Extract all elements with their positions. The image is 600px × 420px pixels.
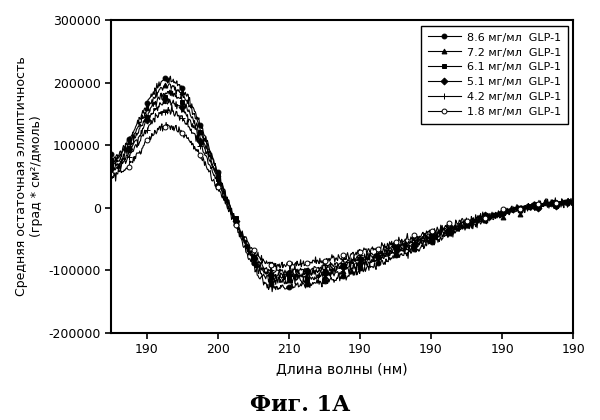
7.2 мг/мл  GLP-1 [405, 246, 412, 251]
4.2 мг/мл  GLP-1 [472, 219, 479, 224]
6.1 мг/мл  GLP-1 [436, 234, 443, 239]
4.2 мг/мл  GLP-1 [108, 171, 115, 176]
6.1 мг/мл  GLP-1 [167, 87, 175, 92]
1.8 мг/мл  GLP-1 [232, 222, 239, 227]
8.6 мг/мл  GLP-1 [269, 289, 276, 294]
8.6 мг/мл  GLP-1 [338, 273, 346, 278]
1.8 мг/мл  GLP-1 [273, 268, 280, 273]
6.1 мг/мл  GLP-1 [569, 200, 577, 205]
7.2 мг/мл  GLP-1 [472, 220, 479, 226]
4.2 мг/мл  GLP-1 [569, 200, 577, 205]
Y-axis label: Средняя остаточная эллиптичность
(град * см²/дмоль): Средняя остаточная эллиптичность (град *… [15, 56, 43, 296]
6.1 мг/мл  GLP-1 [232, 215, 239, 220]
6.1 мг/мл  GLP-1 [108, 162, 115, 167]
Line: 7.2 мг/мл  GLP-1: 7.2 мг/мл GLP-1 [109, 81, 575, 287]
1.8 мг/мл  GLP-1 [338, 256, 346, 261]
1.8 мг/мл  GLP-1 [430, 229, 437, 234]
7.2 мг/мл  GLP-1 [430, 240, 437, 245]
5.1 мг/мл  GLP-1 [338, 261, 346, 266]
5.1 мг/мл  GLP-1 [436, 229, 443, 234]
1.8 мг/мл  GLP-1 [472, 219, 479, 224]
4.2 мг/мл  GLP-1 [430, 234, 437, 239]
5.1 мг/мл  GLP-1 [569, 202, 577, 207]
7.2 мг/мл  GLP-1 [569, 201, 577, 206]
5.1 мг/мл  GLP-1 [472, 217, 479, 222]
Line: 5.1 мг/мл  GLP-1: 5.1 мг/мл GLP-1 [109, 96, 575, 281]
Line: 8.6 мг/мл  GLP-1: 8.6 мг/мл GLP-1 [109, 74, 575, 294]
X-axis label: Длина волны (нм): Длина волны (нм) [277, 362, 408, 375]
4.2 мг/мл  GLP-1 [436, 227, 443, 232]
1.8 мг/мл  GLP-1 [163, 120, 170, 125]
5.1 мг/мл  GLP-1 [405, 241, 412, 247]
8.6 мг/мл  GLP-1 [232, 221, 239, 226]
4.2 мг/мл  GLP-1 [405, 239, 412, 244]
6.1 мг/мл  GLP-1 [472, 218, 479, 223]
6.1 мг/мл  GLP-1 [430, 234, 437, 239]
1.8 мг/мл  GLP-1 [405, 237, 412, 242]
8.6 мг/мл  GLP-1 [436, 235, 443, 240]
7.2 мг/мл  GLP-1 [272, 282, 280, 287]
5.1 мг/мл  GLP-1 [232, 218, 239, 223]
6.1 мг/мл  GLP-1 [280, 278, 287, 283]
Line: 6.1 мг/мл  GLP-1: 6.1 мг/мл GLP-1 [109, 87, 575, 283]
8.6 мг/мл  GLP-1 [108, 152, 115, 157]
1.8 мг/мл  GLP-1 [569, 200, 577, 205]
4.2 мг/мл  GLP-1 [232, 214, 239, 219]
8.6 мг/мл  GLP-1 [472, 222, 479, 227]
1.8 мг/мл  GLP-1 [436, 228, 443, 234]
8.6 мг/мл  GLP-1 [405, 247, 412, 252]
5.1 мг/мл  GLP-1 [161, 96, 169, 101]
Legend: 8.6 мг/мл  GLP-1, 7.2 мг/мл  GLP-1, 6.1 мг/мл  GLP-1, 5.1 мг/мл  GLP-1, 4.2 мг/м: 8.6 мг/мл GLP-1, 7.2 мг/мл GLP-1, 6.1 мг… [421, 26, 568, 124]
4.2 мг/мл  GLP-1 [283, 272, 290, 277]
Line: 4.2 мг/мл  GLP-1: 4.2 мг/мл GLP-1 [108, 102, 577, 278]
7.2 мг/мл  GLP-1 [232, 216, 239, 221]
7.2 мг/мл  GLP-1 [436, 231, 443, 236]
5.1 мг/мл  GLP-1 [430, 234, 437, 239]
4.2 мг/мл  GLP-1 [168, 102, 175, 108]
8.6 мг/мл  GLP-1 [167, 74, 174, 79]
6.1 мг/мл  GLP-1 [405, 246, 412, 251]
Line: 1.8 мг/мл  GLP-1: 1.8 мг/мл GLP-1 [109, 120, 575, 272]
5.1 мг/мл  GLP-1 [285, 276, 292, 281]
5.1 мг/мл  GLP-1 [108, 166, 115, 171]
7.2 мг/мл  GLP-1 [338, 269, 346, 274]
1.8 мг/мл  GLP-1 [108, 171, 115, 176]
6.1 мг/мл  GLP-1 [338, 266, 346, 271]
8.6 мг/мл  GLP-1 [430, 238, 437, 243]
4.2 мг/мл  GLP-1 [338, 259, 346, 264]
Text: Фиг. 1А: Фиг. 1А [250, 394, 350, 416]
7.2 мг/мл  GLP-1 [108, 158, 115, 163]
8.6 мг/мл  GLP-1 [569, 199, 577, 204]
7.2 мг/мл  GLP-1 [166, 81, 173, 87]
